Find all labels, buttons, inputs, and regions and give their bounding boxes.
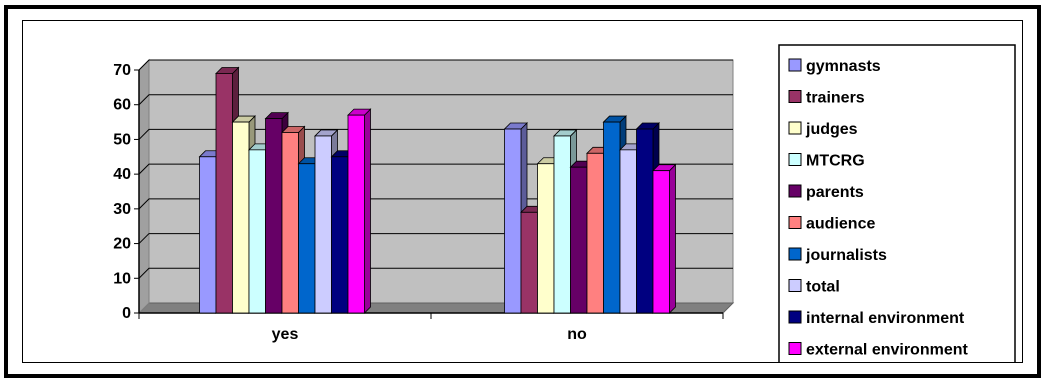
legend-item: audience: [788, 216, 875, 233]
legend-label: trainers: [806, 90, 865, 107]
chart-area: 0 10 20 30 40 50 60 70 yes no gymnasts trainers jud…: [22, 20, 1023, 363]
legend-item: parents: [788, 184, 864, 201]
legend-swatch: [788, 247, 802, 261]
legend-label: judges: [805, 121, 858, 138]
legend-label: total: [806, 279, 840, 296]
legend-label: MTCRG: [806, 153, 865, 170]
legend-item: journalists: [788, 247, 887, 264]
y-tick-label: 0: [122, 305, 131, 322]
legend-item: total: [788, 279, 840, 296]
x-category-label: no: [567, 326, 587, 343]
y-tick-label: 60: [113, 97, 131, 114]
bar-chart-svg: 0 10 20 30 40 50 60 70 yes no gymnasts trainers jud…: [113, 44, 1016, 362]
x-category-label: yes: [272, 326, 299, 343]
legend-box: [778, 44, 1016, 362]
gridline: [138, 59, 733, 71]
legend-swatch: [788, 121, 802, 135]
legend-item: judges: [788, 121, 858, 138]
gridline: [138, 128, 733, 140]
legend-swatch: [788, 90, 802, 103]
y-tick-label: 40: [113, 166, 131, 183]
legend-swatch: [788, 310, 802, 324]
plot-area: 0 10 20 30 40 50 60 70 yes no: [113, 58, 735, 343]
plot-side-wall: [138, 58, 150, 315]
legend-swatch: [788, 58, 802, 72]
gridline: [138, 94, 733, 106]
legend-swatch: [788, 279, 802, 292]
legend-item: internal environment: [788, 310, 965, 327]
legend-swatch: [788, 342, 802, 355]
legend-item: gymnasts: [788, 58, 881, 75]
y-tick-label: 10: [113, 270, 131, 287]
legend-label: external environment: [806, 342, 969, 359]
chart-frame: 0 10 20 30 40 50 60 70 yes no gymnasts trainers jud…: [4, 5, 1041, 378]
y-tick-label: 50: [113, 131, 131, 148]
legend-label: gymnasts: [806, 58, 881, 75]
legend-swatch: [788, 216, 802, 229]
y-tick-label: 30: [113, 201, 131, 218]
legend-label: internal environment: [806, 310, 965, 327]
legend-item: trainers: [788, 90, 865, 107]
y-tick-label: 20: [113, 236, 131, 253]
legend: gymnasts trainers judges MTCRG parents audien…: [778, 44, 1016, 362]
legend-swatch: [788, 184, 802, 198]
legend-item: external environment: [788, 342, 969, 359]
legend-label: audience: [806, 216, 875, 233]
bar-external-environment-no: [652, 163, 677, 314]
legend-label: journalists: [805, 247, 887, 264]
bar-external-environment-yes: [347, 108, 372, 314]
legend-swatch: [788, 153, 802, 166]
legend-label: parents: [806, 184, 864, 201]
y-tick-label: 70: [113, 62, 131, 79]
legend-item: MTCRG: [788, 153, 865, 170]
